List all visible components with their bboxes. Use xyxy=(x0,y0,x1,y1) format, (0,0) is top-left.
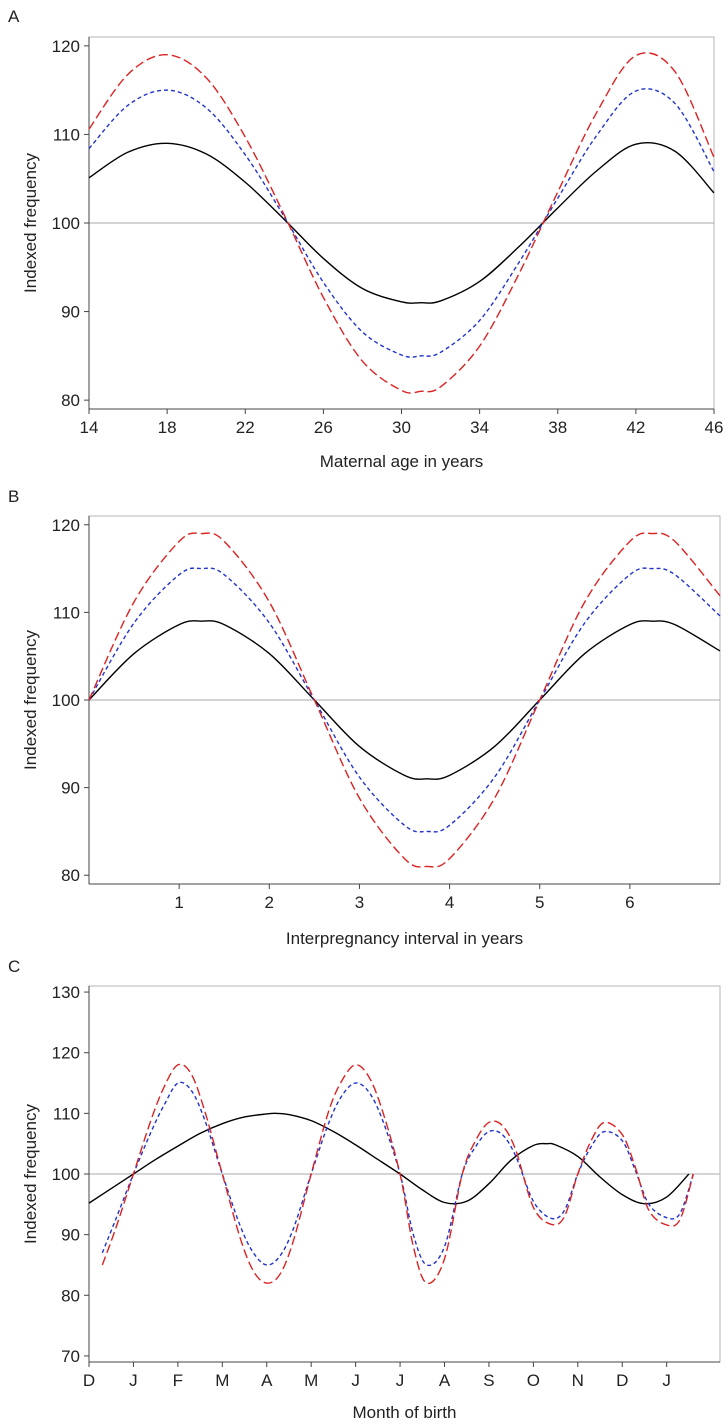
y-tick-label: 110 xyxy=(53,603,80,622)
panel-A: A 80 90 100 110 120 14 18 22 26 30 34 38 42 46 Maternal… xyxy=(8,7,723,471)
x-tick-label: 18 xyxy=(158,418,177,437)
y-axis-label: Indexed frequency xyxy=(21,1104,40,1244)
y-tick-label: 90 xyxy=(61,303,80,322)
x-axis-label: Month of birth xyxy=(353,1403,457,1422)
y-tick-label: 80 xyxy=(61,391,80,410)
x-tick-label: 14 xyxy=(80,418,99,437)
x-tick-label: 22 xyxy=(236,418,255,437)
x-tick-label: 1 xyxy=(174,893,183,912)
blue-dashed-line xyxy=(88,88,715,358)
panel-label: C xyxy=(8,957,20,976)
x-tick-label: 38 xyxy=(548,418,567,437)
x-tick-label: A xyxy=(261,1371,273,1390)
y-tick-label: 110 xyxy=(53,125,80,144)
x-tick-label: J xyxy=(396,1371,405,1390)
x-tick-label: O xyxy=(527,1371,540,1390)
y-tick-label: 120 xyxy=(52,37,80,56)
x-tick-label: J xyxy=(129,1371,138,1390)
y-tick-label: 80 xyxy=(61,866,80,885)
x-tick-label: J xyxy=(662,1371,671,1390)
y-axis-label: Indexed frequency xyxy=(21,153,40,293)
solid-line xyxy=(88,620,721,780)
x-tick-label: 4 xyxy=(445,893,454,912)
red-dashed-line xyxy=(88,52,715,394)
solid-line xyxy=(88,1112,690,1205)
y-tick-label: 90 xyxy=(61,1226,80,1245)
x-axis-label: Maternal age in years xyxy=(320,452,483,471)
x-tick-label: A xyxy=(439,1371,451,1390)
x-tick-label: S xyxy=(483,1371,494,1390)
x-tick-label: 46 xyxy=(705,418,724,437)
y-tick-label: 110 xyxy=(53,1104,80,1123)
x-tick-label: N xyxy=(572,1371,584,1390)
y-tick-label: 130 xyxy=(52,983,80,1002)
panel-C: C 70 80 90 100 110 120 130 D J F M A M J J A S O N D J Month o… xyxy=(8,957,721,1422)
x-tick-label: 5 xyxy=(535,893,544,912)
x-tick-label: 34 xyxy=(470,418,489,437)
x-tick-label: D xyxy=(616,1371,628,1390)
blue-dashed-line xyxy=(88,567,721,833)
panel-B: B 80 90 100 110 120 1 2 3 4 5 6 Interpregnancy inter… xyxy=(8,487,721,948)
y-tick-label: 90 xyxy=(61,779,80,798)
y-tick-label: 100 xyxy=(52,1165,80,1184)
y-tick-label: 80 xyxy=(61,1286,80,1305)
panel-label: B xyxy=(8,487,19,506)
y-tick-label: 120 xyxy=(52,1044,80,1063)
panel-label: A xyxy=(8,7,20,26)
x-tick-label: 2 xyxy=(265,893,274,912)
x-tick-label: F xyxy=(173,1371,183,1390)
x-tick-label: J xyxy=(351,1371,360,1390)
x-tick-label: M xyxy=(215,1371,229,1390)
y-tick-label: 100 xyxy=(52,214,80,233)
y-axis-label: Indexed frequency xyxy=(21,630,40,770)
x-tick-label: M xyxy=(304,1371,318,1390)
x-axis-label: Interpregnancy interval in years xyxy=(286,929,523,948)
y-tick-label: 100 xyxy=(52,691,80,710)
red-dashed-line xyxy=(88,532,721,868)
red-dashed-line xyxy=(101,1063,695,1285)
x-tick-label: 6 xyxy=(625,893,634,912)
x-tick-label: D xyxy=(83,1371,95,1390)
x-tick-label: 30 xyxy=(392,418,411,437)
x-tick-label: 26 xyxy=(314,418,333,437)
y-tick-label: 120 xyxy=(52,516,80,535)
x-tick-label: 42 xyxy=(626,418,645,437)
x-tick-label: 3 xyxy=(355,893,364,912)
solid-line xyxy=(88,142,715,304)
y-tick-label: 70 xyxy=(61,1347,80,1366)
